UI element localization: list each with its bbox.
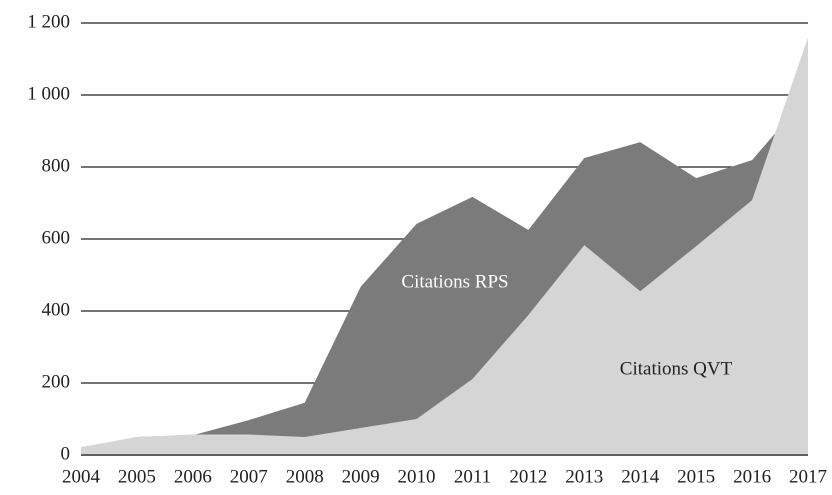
y-tick-label: 800 [42,155,71,176]
x-tick-label: 2009 [342,466,380,487]
x-tick-label: 2006 [174,466,212,487]
series-label: Citations RPS [401,271,508,292]
x-tick-label: 2007 [230,466,268,487]
series-label: Citations QVT [620,358,733,379]
y-tick-label: 200 [42,371,71,392]
x-tick-label: 2014 [621,466,660,487]
x-tick-label: 2011 [454,466,491,487]
x-tick-label: 2017 [789,466,827,487]
x-tick-label: 2016 [733,466,771,487]
x-tick-label: 2012 [509,466,547,487]
y-tick-label: 400 [42,299,71,320]
x-tick-label: 2008 [286,466,324,487]
y-tick-label: 1 200 [27,11,70,32]
x-tick-label: 2010 [398,466,436,487]
x-tick-label: 2013 [565,466,603,487]
y-tick-label: 600 [42,227,71,248]
area [81,37,808,456]
x-tick-label: 2004 [62,466,101,487]
x-tick-label: 2015 [677,466,715,487]
y-tick-label: 0 [61,443,71,464]
y-tick-label: 1 000 [27,83,70,104]
x-tick-label: 2005 [118,466,156,487]
